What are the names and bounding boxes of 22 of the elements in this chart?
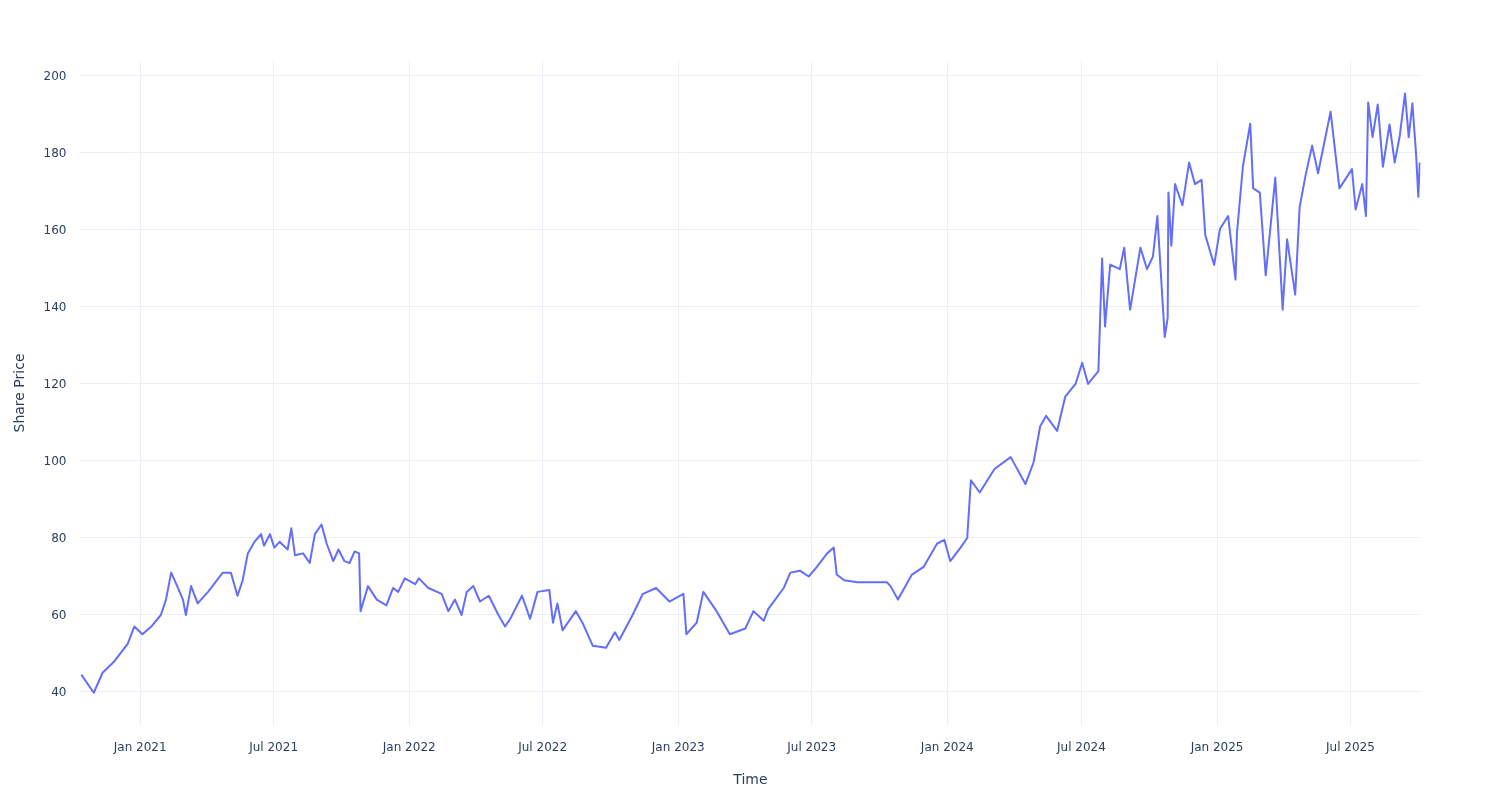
x-tick-label: Jul 2025 <box>1325 739 1375 754</box>
y-tick-label: 100 <box>43 454 67 469</box>
y-tick-label: 180 <box>43 146 67 161</box>
x-tick-label: Jan 2023 <box>650 739 705 754</box>
y-tick-label: 200 <box>43 69 67 84</box>
y-tick-label: 160 <box>43 223 67 238</box>
y-tick-label: 40 <box>51 685 67 700</box>
x-tick-label: Jul 2024 <box>1056 739 1106 754</box>
x-tick-label: Jul 2022 <box>517 739 568 754</box>
y-tick-label: 120 <box>43 377 67 392</box>
x-tick-label: Jan 2025 <box>1189 739 1244 754</box>
x-tick-label: Jan 2024 <box>919 739 974 754</box>
y-tick-label: 80 <box>51 531 67 546</box>
x-axis-title: Time <box>732 770 768 787</box>
x-tick-label: Jul 2021 <box>248 739 299 754</box>
y-tick-label: 140 <box>43 300 67 315</box>
y-axis-title: Share Price <box>10 353 27 433</box>
x-tick-label: Jan 2021 <box>112 739 167 754</box>
line-series <box>80 92 1421 694</box>
x-tick-label: Jul 2023 <box>786 739 837 754</box>
x-tick-label: Jan 2022 <box>381 739 436 754</box>
y-tick-label: 60 <box>51 608 67 623</box>
